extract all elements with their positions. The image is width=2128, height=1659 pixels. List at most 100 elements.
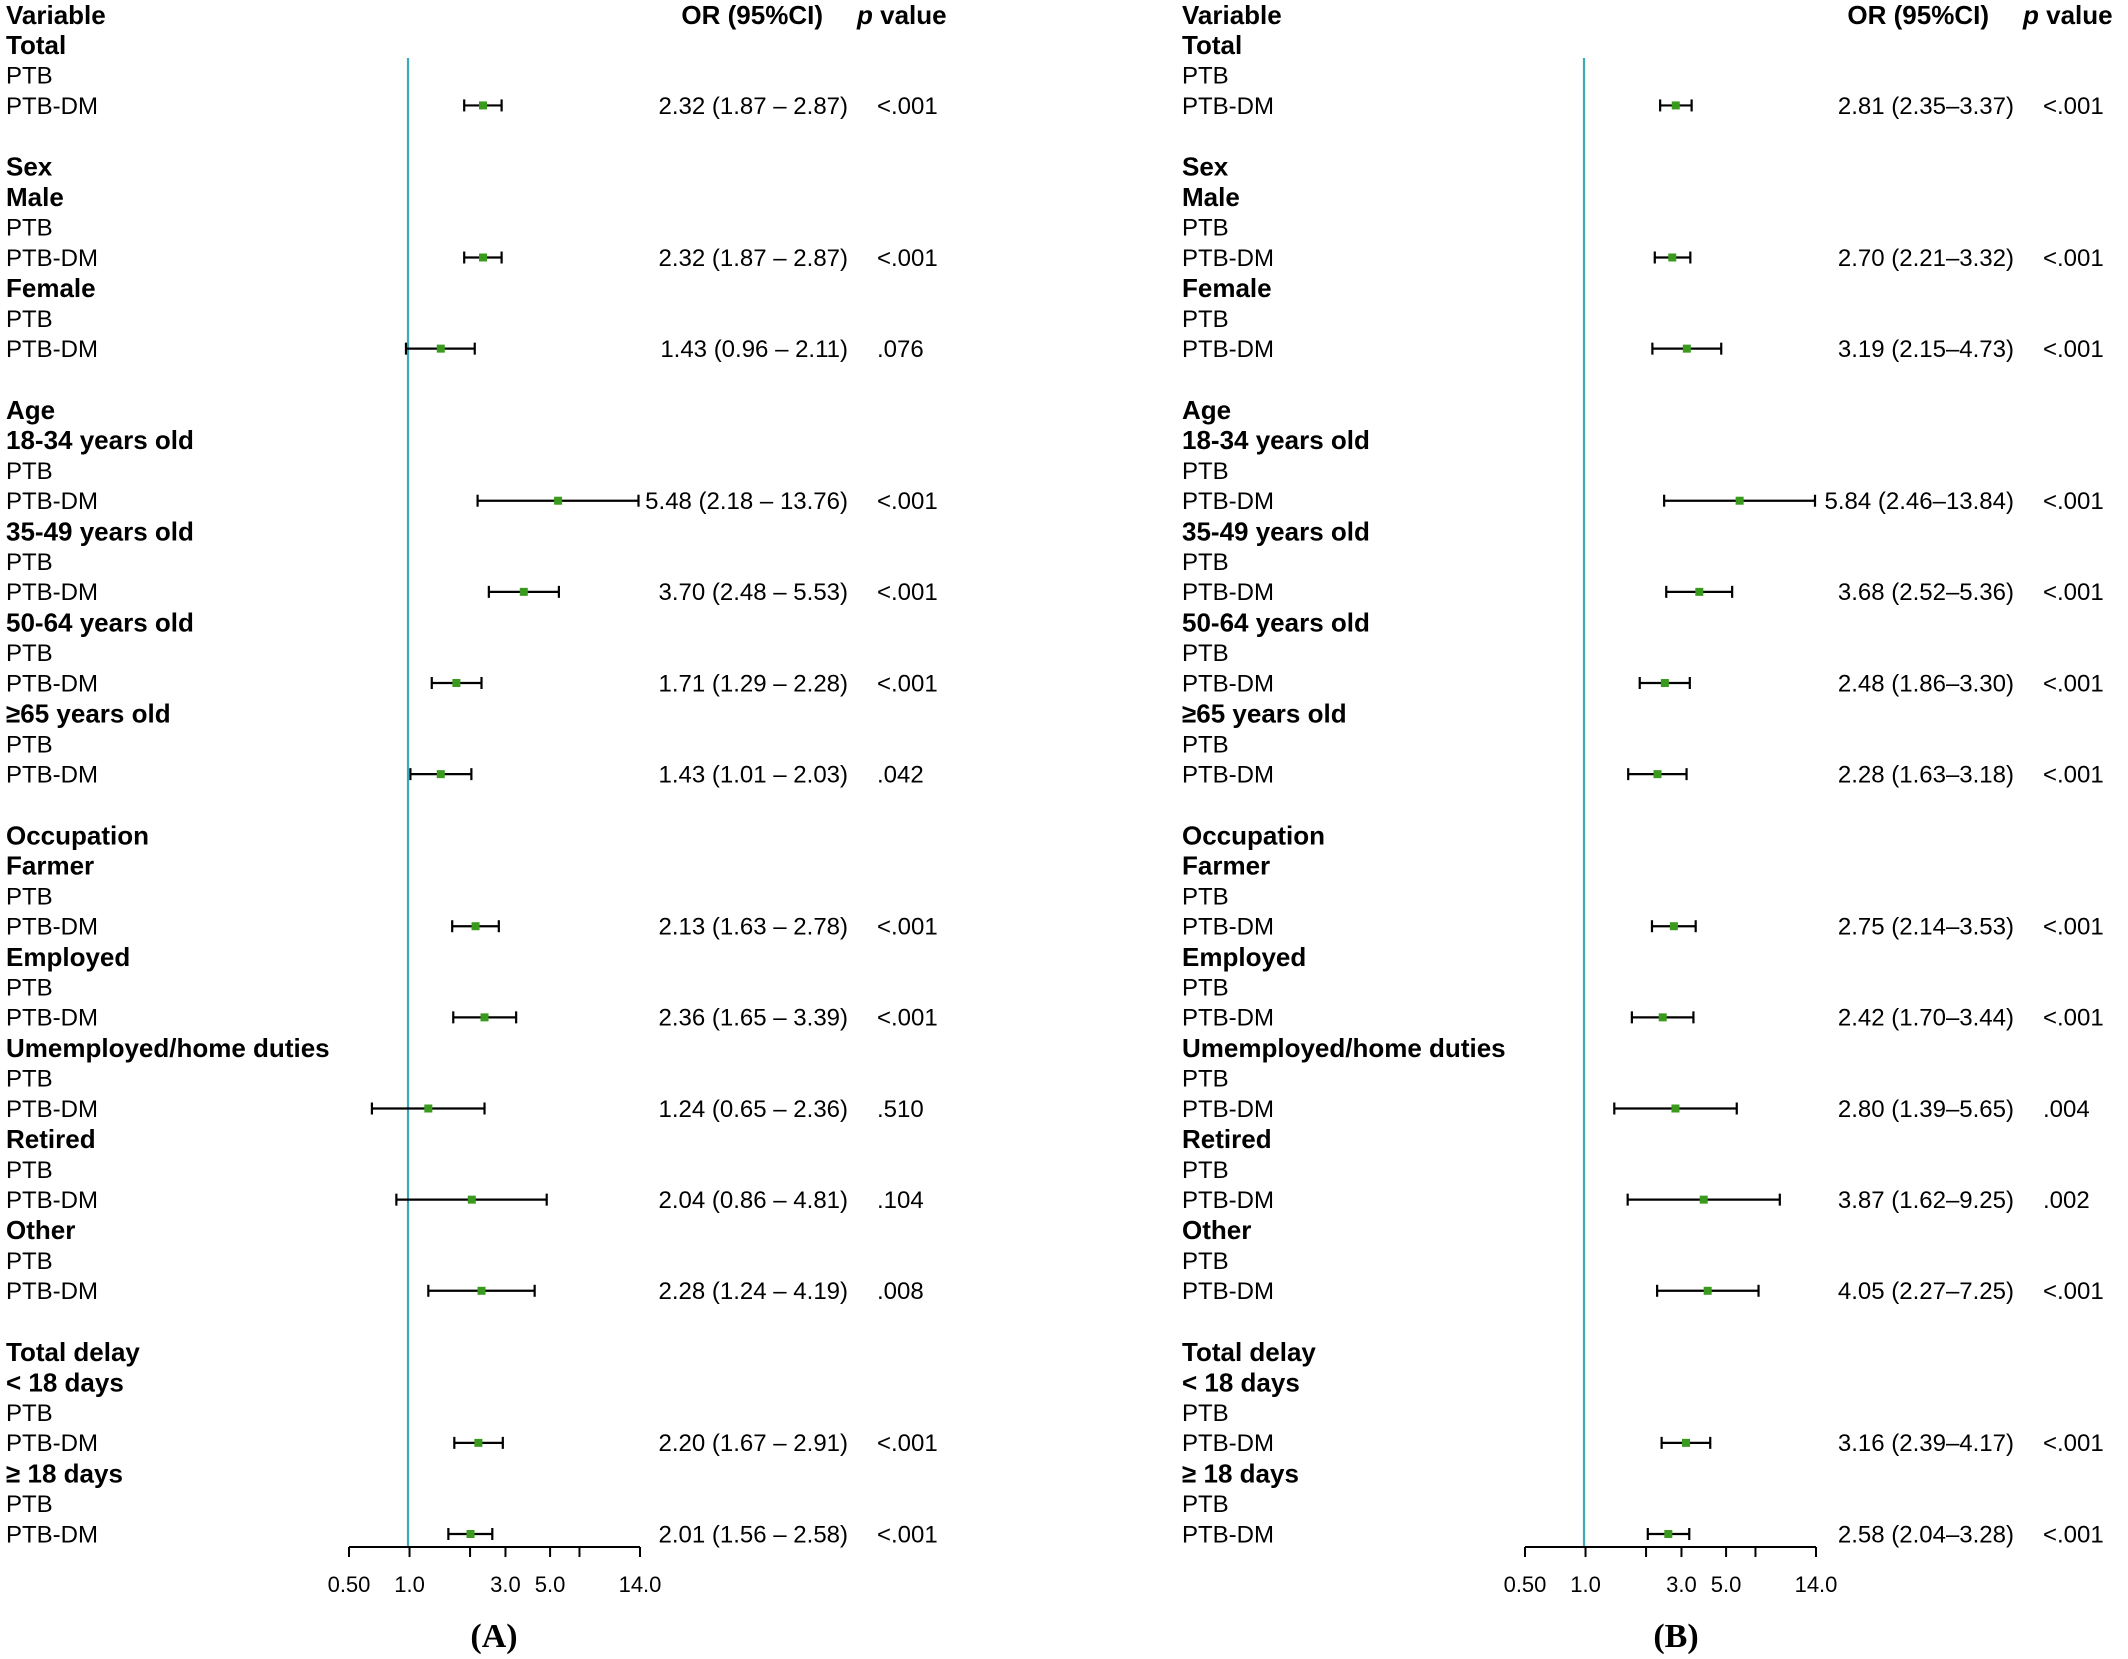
or-point <box>467 1195 476 1204</box>
subgroup-heading: Other <box>1182 1215 1251 1245</box>
panel-label: (B) <box>1653 1618 1698 1655</box>
p-value: .076 <box>877 336 924 363</box>
row-label: PTB-DM <box>1182 336 1274 363</box>
or-point <box>436 770 445 779</box>
p-value: <.001 <box>2043 245 2104 272</box>
subgroup-heading: Retired <box>6 1124 96 1154</box>
row-label: PTB-DM <box>6 1430 98 1457</box>
or-ci-value: 2.01 (1.56 – 2.58) <box>659 1521 848 1548</box>
row-label: PTB <box>6 306 53 333</box>
header-p-value: p value <box>856 0 947 30</box>
x-tick-label: 0.50 <box>328 1572 371 1597</box>
panel-label: (A) <box>470 1618 517 1655</box>
or-ci-value: 3.19 (2.15–4.73) <box>1838 336 2014 363</box>
or-ci-value: 3.16 (2.39–4.17) <box>1838 1430 2014 1457</box>
row-label: PTB <box>1182 63 1229 90</box>
p-value: <.001 <box>2043 670 2104 697</box>
forest-panel-b: Variable OR (95%CI) p value Total PTB PTB-DM 2… <box>1182 0 2113 1655</box>
x-tick-label: 5.0 <box>535 1572 566 1597</box>
p-value: <.001 <box>2043 1278 2104 1305</box>
p-value: .002 <box>2043 1187 2090 1214</box>
p-value: .042 <box>877 761 924 788</box>
row-label: PTB <box>6 549 53 576</box>
subgroup-heading: Other <box>6 1215 75 1245</box>
group-heading: Sex <box>6 152 53 182</box>
row-label: PTB <box>6 1491 53 1518</box>
row-label: PTB-DM <box>6 1005 98 1032</box>
or-point <box>480 1013 489 1022</box>
or-ci-value: 2.04 (0.86 – 4.81) <box>659 1187 848 1214</box>
row-label: PTB <box>6 640 53 667</box>
row-label: PTB <box>1182 974 1229 1001</box>
row-label: PTB-DM <box>6 1521 98 1548</box>
or-point <box>554 496 563 505</box>
row-label: PTB <box>1182 883 1229 910</box>
group-heading: Total delay <box>1182 1337 1316 1367</box>
row-label: PTB <box>1182 1066 1229 1093</box>
row-label: PTB <box>6 215 53 242</box>
row-label: PTB-DM <box>1182 670 1274 697</box>
p-value: <.001 <box>877 245 938 272</box>
subgroup-heading: Male <box>6 182 64 212</box>
subgroup-heading: Employed <box>6 942 130 972</box>
p-value: .004 <box>2043 1096 2090 1123</box>
subgroup-heading: < 18 days <box>1182 1367 1300 1397</box>
subgroup-heading: 50-64 years old <box>1182 607 1370 637</box>
row-label: PTB-DM <box>6 1278 98 1305</box>
or-ci-value: 2.80 (1.39–5.65) <box>1838 1096 2014 1123</box>
or-point <box>1660 679 1669 688</box>
row-label: PTB-DM <box>6 914 98 941</box>
or-ci-value: 2.81 (2.35–3.37) <box>1838 93 2014 120</box>
or-ci-value: 5.48 (2.18 – 13.76) <box>645 488 848 515</box>
or-ci-value: 2.70 (2.21–3.32) <box>1838 245 2014 272</box>
row-label: PTB-DM <box>6 488 98 515</box>
or-point <box>1735 496 1744 505</box>
subgroup-heading: Retired <box>1182 1124 1272 1154</box>
row-label: PTB <box>6 458 53 485</box>
row-label: PTB-DM <box>1182 1096 1274 1123</box>
p-value: <.001 <box>2043 761 2104 788</box>
or-point <box>1658 1013 1667 1022</box>
p-value: <.001 <box>2043 1005 2104 1032</box>
forest-panel-a: Variable OR (95%CI) p value Total PTB PTB-DM 2… <box>6 0 947 1655</box>
p-value: <.001 <box>2043 914 2104 941</box>
or-ci-value: 2.13 (1.63 – 2.78) <box>659 914 848 941</box>
row-label: PTB <box>1182 458 1229 485</box>
group-heading: Occupation <box>1182 820 1325 850</box>
x-tick-label: 0.50 <box>1504 1572 1547 1597</box>
group-heading: Total <box>1182 30 1242 60</box>
row-label: PTB-DM <box>1182 579 1274 606</box>
group-heading: Occupation <box>6 820 149 850</box>
or-point <box>1653 770 1662 779</box>
subgroup-heading: Umemployed/home duties <box>1182 1033 1506 1063</box>
or-ci-value: 2.42 (1.70–3.44) <box>1838 1005 2014 1032</box>
row-label: PTB <box>6 1248 53 1275</box>
or-ci-value: 2.58 (2.04–3.28) <box>1838 1521 2014 1548</box>
x-tick-label: 3.0 <box>1666 1572 1697 1597</box>
row-label: PTB-DM <box>1182 914 1274 941</box>
row-label: PTB <box>6 731 53 758</box>
row-label: PTB-DM <box>1182 1187 1274 1214</box>
row-label: PTB <box>1182 549 1229 576</box>
header-variable: Variable <box>1182 0 1282 30</box>
row-label: PTB-DM <box>1182 93 1274 120</box>
p-value: <.001 <box>877 914 938 941</box>
row-label: PTB-DM <box>6 1187 98 1214</box>
or-ci-value: 2.75 (2.14–3.53) <box>1838 914 2014 941</box>
group-heading: Age <box>1182 395 1231 425</box>
row-label: PTB-DM <box>1182 245 1274 272</box>
subgroup-heading: 18-34 years old <box>6 425 194 455</box>
or-ci-value: 1.24 (0.65 – 2.36) <box>659 1096 848 1123</box>
group-heading: Total delay <box>6 1337 140 1367</box>
x-tick-label: 1.0 <box>1570 1572 1601 1597</box>
or-point <box>1682 344 1691 353</box>
row-label: PTB <box>6 974 53 1001</box>
row-label: PTB <box>1182 731 1229 758</box>
header-or-ci: OR (95%CI) <box>1847 0 1989 30</box>
p-value: <.001 <box>877 93 938 120</box>
or-point <box>471 922 480 931</box>
row-label: PTB <box>6 63 53 90</box>
subgroup-heading: 35-49 years old <box>6 516 194 546</box>
subgroup-heading: 35-49 years old <box>1182 516 1370 546</box>
row-label: PTB-DM <box>6 1096 98 1123</box>
